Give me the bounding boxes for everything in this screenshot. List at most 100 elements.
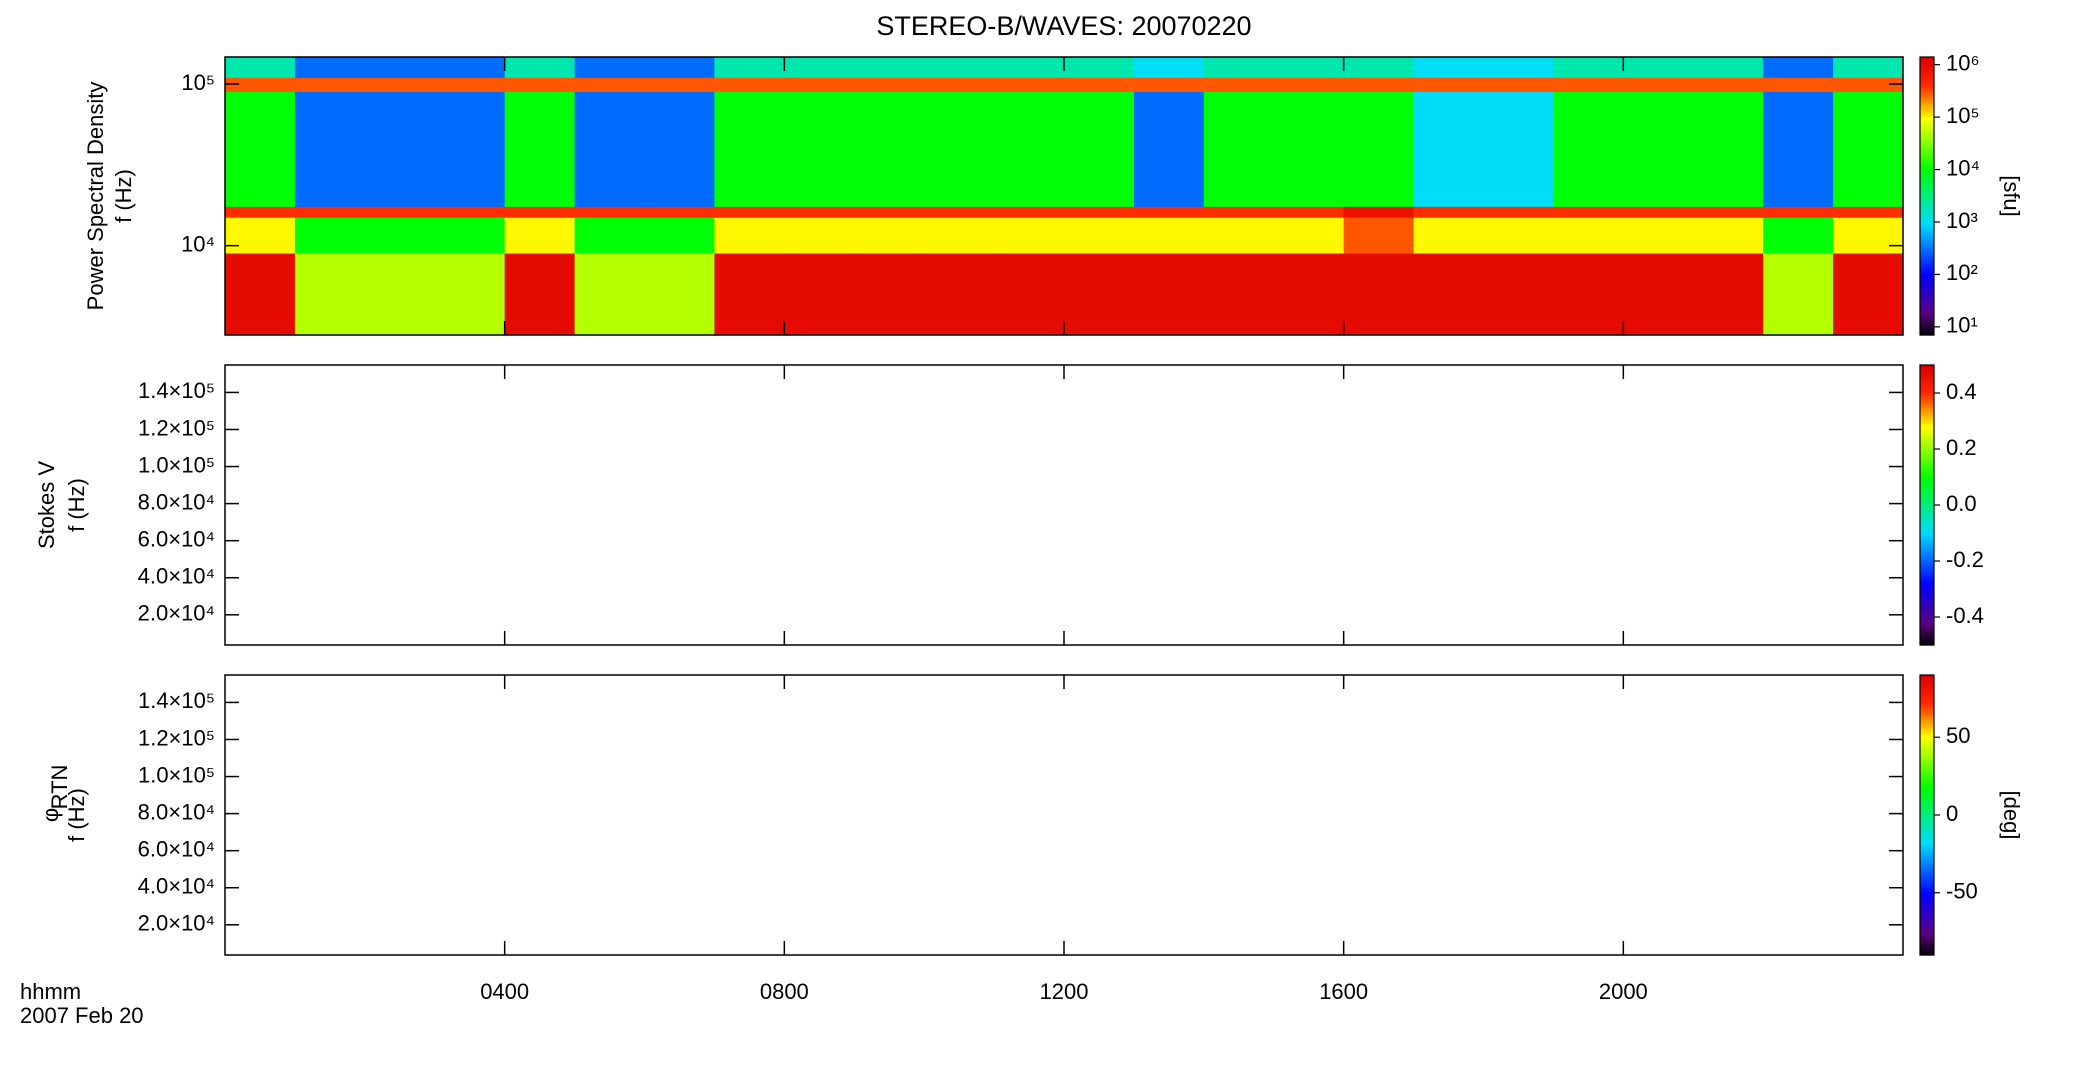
colorbar-swatch (1920, 642, 1934, 646)
heatmap-cell (364, 77, 436, 92)
x-tick-label: 1200 (1040, 979, 1089, 1004)
colorbar-swatch (1920, 131, 1934, 135)
colorbar-swatch (1920, 810, 1934, 814)
colorbar-swatch (1920, 887, 1934, 891)
colorbar-swatch (1920, 894, 1934, 898)
colorbar-swatch (1920, 235, 1934, 239)
colorbar-swatch (1920, 782, 1934, 786)
colorbar-swatch (1920, 913, 1934, 916)
colorbar-swatch (1920, 223, 1934, 227)
heatmap-cell (1273, 57, 1345, 78)
colorbar-swatch (1920, 114, 1934, 118)
heatmap-cell (714, 206, 785, 218)
colorbar-swatch (1920, 598, 1934, 602)
colorbar-swatch (1920, 66, 1934, 70)
heatmap-cell (1833, 217, 1904, 254)
heatmap-cell (1623, 253, 1694, 336)
colorbar-swatch (1920, 889, 1934, 893)
colorbar-swatch (1920, 404, 1934, 408)
colorbar-swatch (1920, 838, 1934, 842)
heatmap-cell (854, 217, 925, 254)
heatmap-cell (1343, 91, 1415, 207)
colorbar-swatch (1920, 451, 1934, 455)
colorbar-swatch (1920, 284, 1934, 287)
colorbar-swatch (1920, 437, 1934, 441)
colorbar-swatch (1920, 693, 1934, 697)
colorbar-swatch (1920, 749, 1934, 753)
colorbar-swatch (1920, 521, 1934, 525)
heatmap-cell (1343, 77, 1415, 92)
colorbar-swatch (1920, 184, 1934, 188)
colorbar-swatch (1920, 922, 1934, 926)
colorbar-tick-label: -0.4 (1946, 603, 1984, 628)
x-tick-label: 0400 (480, 979, 529, 1004)
colorbar-swatch (1920, 852, 1934, 856)
heatmap-cell (504, 206, 576, 218)
colorbar-swatch (1920, 684, 1934, 688)
heatmap-cell (1763, 91, 1834, 207)
colorbar-tick-label: 50 (1946, 723, 1970, 748)
colorbar-swatch (1920, 507, 1934, 511)
colorbar-swatch (1920, 246, 1934, 250)
colorbar-swatch (1920, 910, 1934, 914)
heatmap-cell (1413, 57, 1484, 78)
heatmap-cell (434, 91, 506, 207)
colorbar-swatch (1920, 393, 1934, 396)
colorbar-swatch (1920, 265, 1934, 269)
colorbar-swatch (1920, 756, 1934, 760)
colorbar-swatch (1920, 230, 1934, 234)
heatmap-cell (1553, 217, 1624, 254)
colorbar-swatch (1920, 530, 1934, 534)
colorbar-swatch (1920, 94, 1934, 97)
y-tick-label: 4.0×10⁴ (138, 874, 215, 899)
x-tick-label: 0800 (760, 979, 809, 1004)
colorbar-swatch (1920, 868, 1934, 872)
colorbar-swatch (1920, 798, 1934, 802)
colorbar-swatch (1920, 242, 1934, 246)
colorbar-swatch (1920, 75, 1934, 79)
colorbar-swatch (1920, 742, 1934, 746)
heatmap-cell (1413, 217, 1484, 254)
colorbar-swatch (1920, 635, 1934, 639)
colorbar-swatch (1920, 147, 1934, 151)
colorbar-swatch (1920, 484, 1934, 487)
heatmap-cell (364, 217, 436, 254)
colorbar-swatch (1920, 845, 1934, 849)
heatmap-cell (1133, 57, 1205, 78)
heatmap-cell (644, 253, 715, 336)
colorbar-swatch (1920, 677, 1934, 681)
colorbar-swatch (1920, 77, 1934, 81)
colorbar-swatch (1920, 593, 1934, 597)
colorbar-swatch (1920, 686, 1934, 690)
heatmap-cell (434, 57, 506, 78)
colorbar-swatch (1920, 279, 1934, 283)
colorbar-swatch (1920, 277, 1934, 280)
colorbar-swatch (1920, 896, 1934, 900)
heatmap-cell (644, 77, 715, 92)
y-tick-label: 1.2×10⁵ (138, 415, 215, 440)
colorbar-swatch (1920, 509, 1934, 513)
colorbar-swatch (1920, 57, 1934, 60)
colorbar-swatch (1920, 158, 1934, 162)
colorbar-swatch (1920, 847, 1934, 851)
heatmap-cell (434, 206, 506, 218)
colorbar-swatch (1920, 237, 1934, 241)
colorbar-swatch (1920, 843, 1934, 846)
colorbar-swatch (1920, 640, 1934, 644)
colorbar-swatch (1920, 826, 1934, 830)
colorbar-swatch (1920, 249, 1934, 253)
colorbar-swatch (1920, 892, 1934, 895)
heatmap-cell (1763, 217, 1834, 254)
heatmap-cell (225, 77, 296, 92)
heatmap-cell (1273, 77, 1345, 92)
heatmap-cell (504, 217, 576, 254)
colorbar-swatch (1920, 219, 1934, 223)
colorbar-swatch (1920, 221, 1934, 225)
colorbar-swatch (1920, 390, 1934, 394)
colorbar-swatch (1920, 829, 1934, 832)
colorbar-swatch (1920, 570, 1934, 574)
colorbar-swatch (1920, 631, 1934, 634)
colorbar-swatch (1920, 906, 1934, 909)
colorbar-swatch (1920, 465, 1934, 469)
colorbar-swatch (1920, 924, 1934, 928)
